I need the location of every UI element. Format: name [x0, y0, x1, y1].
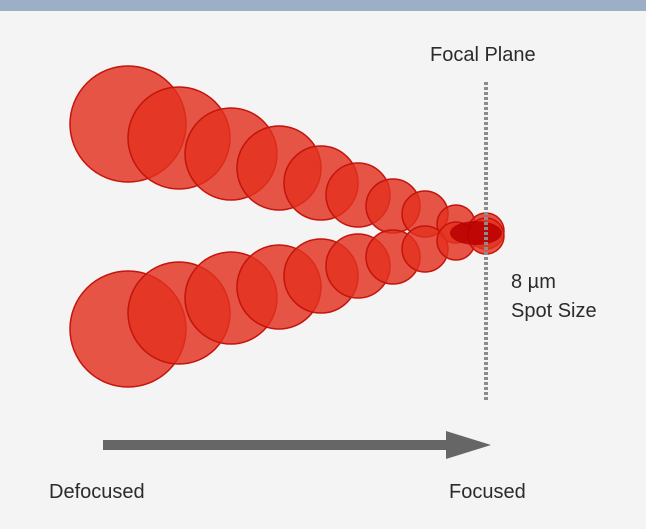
top-band [0, 0, 646, 11]
spot-size-label: 8 µm Spot Size [511, 268, 597, 326]
spot-size-caption: Spot Size [511, 300, 597, 322]
spot-size-value: 8 µm [511, 271, 556, 293]
right-arrow-icon [446, 431, 491, 459]
focal-spot [450, 221, 502, 245]
focal-plane-label: Focal Plane [430, 44, 536, 66]
arrow-shaft [103, 440, 453, 450]
direction-arrow [103, 431, 491, 459]
focused-label: Focused [449, 481, 526, 503]
upper-beam-spots [69, 65, 505, 250]
defocused-label: Defocused [49, 481, 145, 503]
lower-beam-spots [69, 217, 505, 388]
